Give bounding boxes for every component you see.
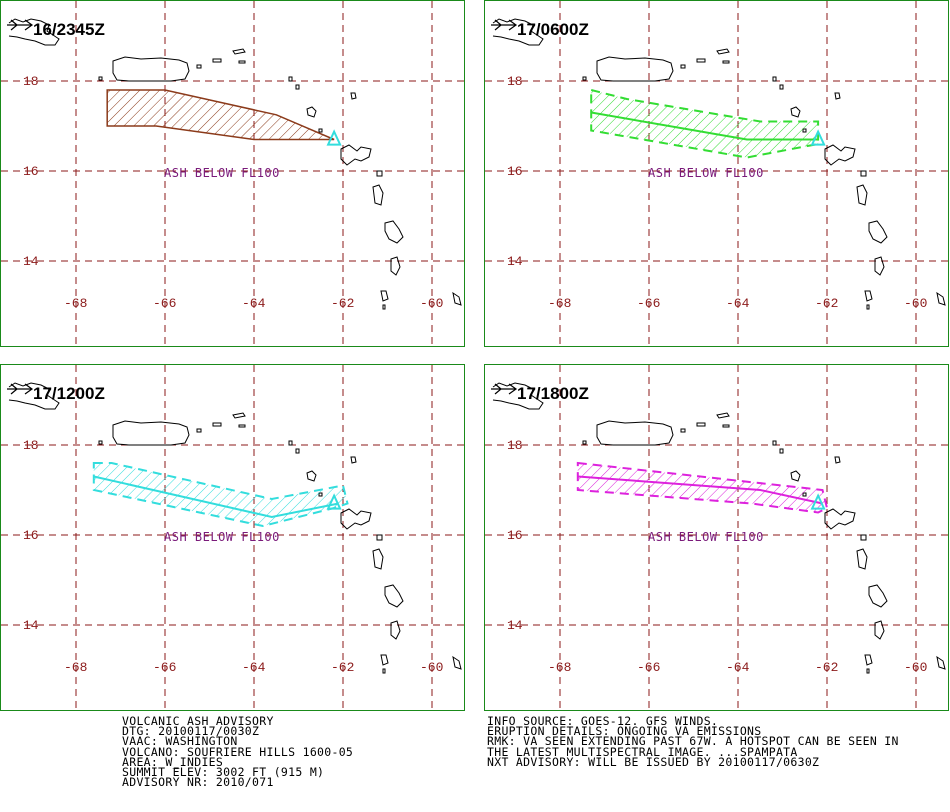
ash-cloud-polygon [576, 461, 829, 514]
longitude-label: -64 [242, 660, 266, 675]
ash-level-label: ASH BELOW FL100 [164, 530, 280, 544]
advisory-left-line: DTG: 20100117/0030Z [122, 724, 260, 739]
longitude-label: -66 [153, 296, 176, 311]
advisory-right-block: INFO SOURCE: GOES-12. GFS WINDS. ERUPTIO… [487, 714, 899, 769]
advisory-left-line: VOLCANIC ASH ADVISORY [122, 714, 274, 728]
advisory-left-block: VOLCANIC ASH ADVISORY DTG: 20100117/0030… [122, 714, 354, 790]
wind-arrow-icon [7, 19, 34, 31]
map-panel-1: 18 16 14 -68 -66 -64 -62 -60 ASH BELOW FL100 16/2… [0, 0, 466, 348]
map-svg: 18 16 14 -68 -66 -64 -62 -60 ASH BELOW FL100 17/1… [485, 365, 950, 712]
volcano-vent-icon [326, 129, 342, 146]
forecast-time-label: 17/1200Z [33, 384, 105, 403]
map-svg: 18 16 14 -68 -66 -64 -62 -60 ASH BELOW FL100 17/0… [485, 1, 950, 348]
ash-axis-line [93, 475, 339, 519]
ash-cloud-polygon [92, 462, 349, 528]
latitude-label: 18 [23, 438, 39, 453]
longitude-label: -60 [420, 660, 443, 675]
longitude-label: -64 [242, 296, 266, 311]
volcano-vent-icon [810, 493, 826, 510]
map-panel-2: 18 16 14 -68 -66 -64 -62 -60 ASH BELOW FL100 17/0… [484, 0, 950, 348]
ash-cloud-polygon [106, 89, 335, 141]
map-svg: 18 16 14 -68 -66 -64 -62 -60 ASH BELOW FL100 16/2… [1, 1, 466, 348]
latitude-label: 18 [507, 438, 523, 453]
longitude-label: -62 [815, 296, 838, 311]
latitude-label: 14 [507, 618, 523, 633]
ash-level-label: ASH BELOW FL100 [648, 166, 764, 180]
volcano-vent-icon [326, 493, 342, 510]
latitude-label: 18 [507, 74, 523, 89]
ash-level-label: ASH BELOW FL100 [164, 166, 280, 180]
coastline [492, 18, 946, 310]
latitude-label: 14 [507, 254, 523, 269]
wind-arrow-icon [7, 383, 34, 395]
advisory-left-line: SUMMIT ELEV: 3002 FT (915 M) [122, 765, 325, 780]
longitude-label: -64 [726, 296, 750, 311]
longitude-label: -62 [331, 296, 354, 311]
longitude-label: -60 [904, 296, 927, 311]
wind-arrow-icon [491, 19, 518, 31]
latitude-label: 16 [507, 528, 523, 543]
advisory-left-line: VOLCANO: SOUFRIERE HILLS 1600-05 [122, 744, 354, 759]
advisory-left-line: AREA: W_INDIES [122, 754, 224, 769]
coastline [8, 18, 462, 310]
ash-axis-line [591, 111, 819, 141]
longitude-label: -66 [153, 660, 176, 675]
advisory-right-line: THE LATEST MULTISPECTRAL IMAGE. ...SPAMP… [487, 744, 798, 759]
map-panel-4: 18 16 14 -68 -66 -64 -62 -60 ASH BELOW FL100 17/1… [484, 364, 950, 712]
latitude-label: 14 [23, 618, 39, 633]
coastline [8, 382, 462, 674]
latitude-label: 14 [23, 254, 39, 269]
longitude-label: -68 [548, 660, 571, 675]
advisory-left-line: ADVISORY NR: 2010/071 [122, 775, 274, 790]
advisory-right-line: NXT ADVISORY: WILL BE ISSUED BY 20100117… [487, 754, 820, 769]
ash-axis-line [577, 475, 823, 505]
advisory-right-line: RMK: VA SEEN EXTENDING PAST 67W. A HOTSP… [487, 734, 899, 749]
volcano-vent-icon [810, 129, 826, 146]
latitude-label: 16 [507, 164, 523, 179]
longitude-label: -62 [815, 660, 838, 675]
advisory-right-line: ERUPTION DETAILS: ONGOING VA EMISSIONS [487, 724, 762, 739]
map-svg: 18 16 14 -68 -66 -64 -62 -60 ASH BELOW FL100 17/1… [1, 365, 466, 712]
longitude-label: -62 [331, 660, 354, 675]
forecast-time-label: 17/1800Z [517, 384, 589, 403]
longitude-label: -60 [420, 296, 443, 311]
advisory-left-line: VAAC: WASHINGTON [122, 734, 238, 749]
longitude-label: -64 [726, 660, 750, 675]
advisory-right-line: INFO SOURCE: GOES-12. GFS WINDS. [487, 714, 719, 728]
longitude-label: -68 [64, 660, 87, 675]
wind-arrow-icon [491, 383, 518, 395]
ash-cloud-polygon [590, 88, 820, 159]
longitude-label: -66 [637, 660, 660, 675]
latitude-label: 18 [23, 74, 39, 89]
longitude-label: -60 [904, 660, 927, 675]
forecast-time-label: 17/0600Z [517, 20, 589, 39]
ash-level-label: ASH BELOW FL100 [648, 530, 764, 544]
longitude-label: -68 [64, 296, 87, 311]
coastline [492, 382, 946, 674]
map-panel-3: 18 16 14 -68 -66 -64 -62 -60 ASH BELOW FL100 17/1… [0, 364, 466, 712]
forecast-time-label: 16/2345Z [33, 20, 105, 39]
longitude-label: -66 [637, 296, 660, 311]
latitude-label: 16 [23, 528, 39, 543]
longitude-label: -68 [548, 296, 571, 311]
latitude-label: 16 [23, 164, 39, 179]
